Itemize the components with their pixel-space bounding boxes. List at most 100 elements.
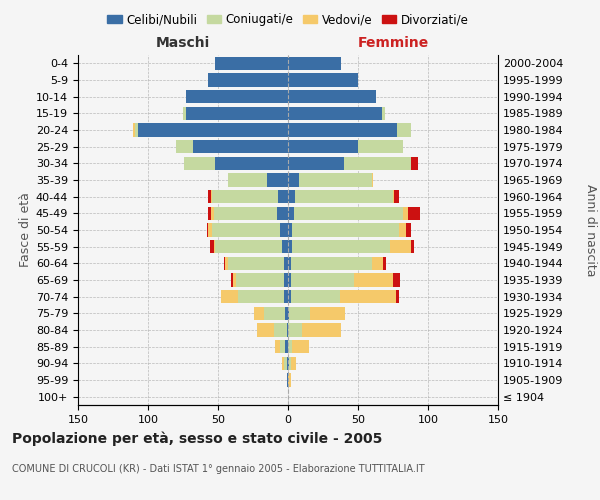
Bar	[288, 140, 358, 153]
Bar	[288, 374, 291, 386]
Bar	[382, 106, 385, 120]
Bar	[193, 140, 288, 153]
Bar	[288, 324, 302, 336]
Y-axis label: Anni di nascita: Anni di nascita	[584, 184, 598, 276]
Bar	[292, 340, 309, 353]
Bar	[284, 256, 288, 270]
Bar	[358, 140, 403, 153]
Bar	[288, 274, 291, 286]
Bar	[257, 324, 274, 336]
Bar	[277, 206, 288, 220]
Bar	[186, 90, 288, 104]
Bar	[267, 174, 288, 186]
Bar	[274, 324, 287, 336]
Bar	[288, 256, 291, 270]
Bar	[275, 340, 280, 353]
Bar	[288, 224, 292, 236]
Bar	[288, 340, 292, 353]
Bar	[208, 190, 211, 203]
Bar	[264, 306, 285, 320]
Bar	[394, 190, 398, 203]
Bar	[287, 324, 288, 336]
Bar	[208, 74, 288, 86]
Bar	[221, 290, 238, 304]
Bar	[288, 306, 289, 320]
Bar	[291, 356, 296, 370]
Bar	[295, 190, 393, 203]
Bar	[293, 206, 403, 220]
Bar	[233, 274, 236, 286]
Text: Maschi: Maschi	[156, 36, 210, 50]
Bar	[224, 256, 225, 270]
Bar	[288, 206, 293, 220]
Bar	[411, 156, 418, 170]
Bar	[354, 274, 393, 286]
Legend: Celibi/Nubili, Coniugati/e, Vedovi/e, Divorziati/e: Celibi/Nubili, Coniugati/e, Vedovi/e, Di…	[103, 8, 473, 31]
Bar	[280, 340, 285, 353]
Bar	[289, 356, 291, 370]
Bar	[411, 240, 414, 254]
Bar	[215, 240, 283, 254]
Bar	[212, 224, 280, 236]
Bar	[211, 206, 214, 220]
Bar	[228, 174, 267, 186]
Bar	[288, 356, 289, 370]
Bar	[208, 206, 211, 220]
Bar	[344, 156, 411, 170]
Text: Femmine: Femmine	[358, 36, 428, 50]
Bar	[406, 224, 411, 236]
Bar	[372, 174, 373, 186]
Bar	[211, 190, 212, 203]
Bar	[288, 156, 344, 170]
Bar	[230, 274, 233, 286]
Bar	[285, 306, 288, 320]
Bar	[236, 274, 284, 286]
Bar	[288, 240, 292, 254]
Bar	[207, 224, 208, 236]
Bar	[283, 356, 284, 370]
Bar	[288, 74, 358, 86]
Bar	[340, 290, 396, 304]
Bar	[278, 190, 288, 203]
Bar	[288, 106, 382, 120]
Bar	[288, 174, 299, 186]
Bar	[372, 256, 383, 270]
Bar	[302, 324, 341, 336]
Bar	[283, 240, 288, 254]
Bar	[238, 290, 284, 304]
Bar	[214, 206, 277, 220]
Bar	[288, 190, 295, 203]
Bar	[288, 90, 376, 104]
Bar	[285, 340, 288, 353]
Bar	[136, 124, 138, 136]
Bar	[310, 306, 346, 320]
Bar	[212, 190, 278, 203]
Bar	[291, 290, 340, 304]
Bar	[292, 240, 390, 254]
Bar	[287, 374, 288, 386]
Text: Popolazione per età, sesso e stato civile - 2005: Popolazione per età, sesso e stato civil…	[12, 431, 382, 446]
Bar	[284, 356, 287, 370]
Bar	[280, 224, 288, 236]
Bar	[403, 206, 409, 220]
Bar	[288, 56, 341, 70]
Bar	[397, 124, 411, 136]
Bar	[254, 306, 264, 320]
Bar	[215, 56, 288, 70]
Bar	[209, 240, 214, 254]
Bar	[214, 240, 215, 254]
Bar	[138, 124, 288, 136]
Bar	[176, 140, 193, 153]
Bar	[396, 290, 398, 304]
Text: COMUNE DI CRUCOLI (KR) - Dati ISTAT 1° gennaio 2005 - Elaborazione TUTTITALIA.IT: COMUNE DI CRUCOLI (KR) - Dati ISTAT 1° g…	[12, 464, 425, 474]
Bar	[186, 106, 288, 120]
Y-axis label: Fasce di età: Fasce di età	[19, 192, 32, 268]
Bar	[398, 224, 406, 236]
Bar	[393, 274, 400, 286]
Bar	[288, 124, 397, 136]
Bar	[225, 256, 228, 270]
Bar	[284, 274, 288, 286]
Bar	[291, 274, 354, 286]
Bar	[208, 224, 212, 236]
Bar	[284, 290, 288, 304]
